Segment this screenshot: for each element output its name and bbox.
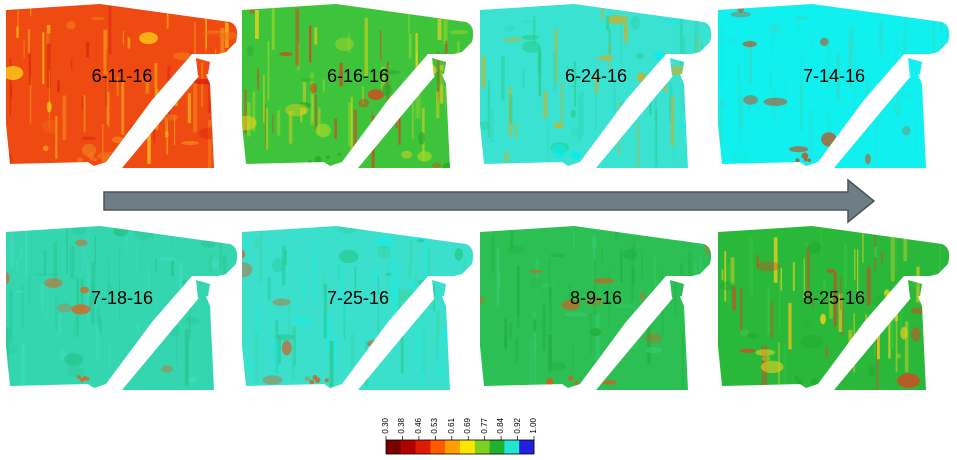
legend-swatch-5: [460, 440, 476, 454]
legend-tick-label-0: 0.30: [381, 418, 390, 434]
legend-tick-label-3: 0.53: [430, 418, 440, 434]
field-map-7: [718, 226, 950, 390]
legend-swatch-3: [430, 440, 446, 454]
legend-swatch-7: [489, 440, 505, 454]
legend-swatch-8: [504, 440, 520, 454]
field-panel-1: 6-16-16: [240, 4, 476, 174]
field-map-0: [6, 4, 238, 168]
field-surface-4: [6, 226, 238, 390]
field-surface-5: [242, 226, 474, 390]
field-map-3: [718, 4, 950, 168]
color-scale-legend: 0.30 0.38 0.46 0.53 0.61 0.69 0.77 0.84 0.92 1.00: [380, 418, 540, 458]
date-label-0: 6-11-16: [91, 66, 153, 86]
field-map-6: [480, 226, 712, 390]
field-map-5: [242, 226, 474, 390]
field-panel-3: 7-14-16: [716, 4, 952, 174]
legend-tick-label-2: 0.46: [413, 418, 423, 434]
color-scale-bar: [385, 436, 535, 455]
field-surface-0: [6, 4, 238, 168]
date-label-4: 7-18-16: [90, 288, 154, 308]
date-label-3: 7-14-16: [802, 66, 866, 86]
field-surface-6: [480, 226, 712, 390]
field-map-1: [242, 4, 474, 168]
field-panel-6: 8-9-16: [478, 226, 714, 396]
date-label-7: 8-25-16: [802, 288, 866, 308]
field-panel-2: 6-24-16: [478, 4, 714, 174]
legend-swatch-2: [415, 440, 431, 454]
date-label-1: 6-16-16: [326, 66, 390, 86]
legend-swatch-1: [400, 440, 416, 454]
legend-swatch-9: [519, 440, 535, 454]
legend-tick-label-1: 0.38: [397, 418, 407, 434]
date-label-6: 8-9-16: [569, 288, 623, 308]
legend-swatch-0: [386, 440, 402, 454]
field-surface-7: [718, 226, 950, 390]
field-map-2: [480, 4, 712, 168]
field-map-4: [6, 226, 238, 390]
field-panel-0: 6-11-16: [4, 4, 240, 174]
field-surface-2: [480, 4, 712, 168]
date-label-2: 6-24-16: [564, 66, 628, 86]
time-arrow: [103, 178, 876, 224]
legend-tick-label-5: 0.69: [463, 418, 473, 434]
field-panel-7: 8-25-16: [716, 226, 952, 396]
legend-tick-label-7: 0.84: [496, 418, 506, 434]
legend-tick-label-8: 0.92: [512, 418, 522, 434]
field-surface-3: [718, 4, 950, 168]
legend-swatch-4: [445, 440, 461, 454]
legend-tick-label-6: 0.77: [479, 418, 489, 434]
field-surface-1: [242, 4, 474, 168]
legend-tick-label-9: 1.00: [529, 418, 538, 434]
field-panel-4: 7-18-16: [4, 226, 240, 396]
legend-swatch-6: [474, 440, 490, 454]
legend-tick-label-4: 0.61: [446, 418, 456, 434]
field-panel-5: 7-25-16: [240, 226, 476, 396]
date-label-5: 7-25-16: [326, 288, 390, 308]
